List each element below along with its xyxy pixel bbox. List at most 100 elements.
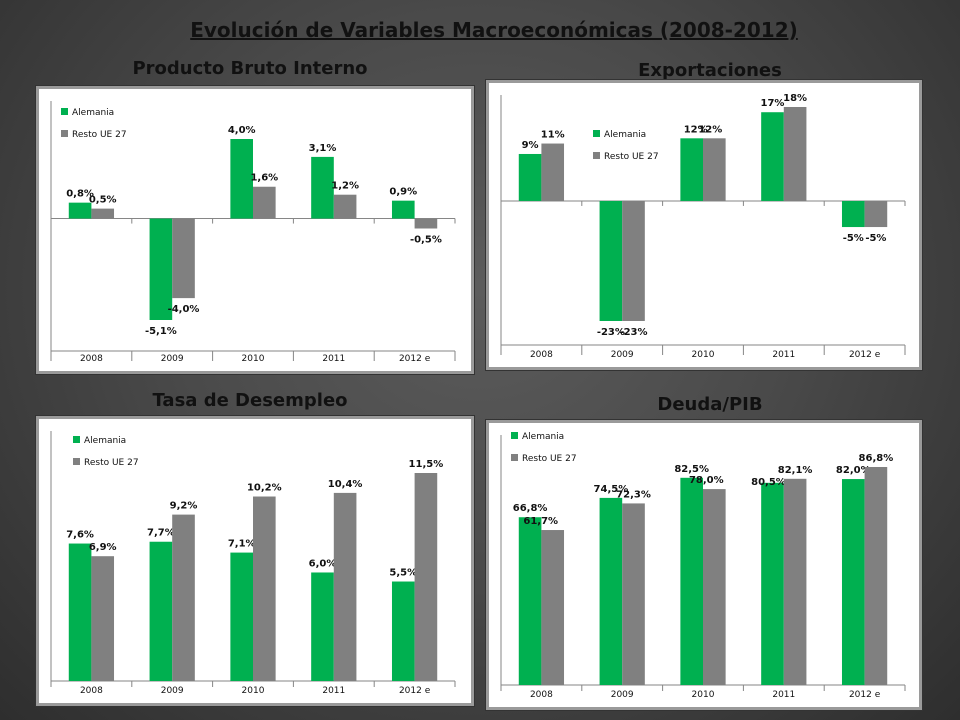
desempleo-category-label: 2009: [161, 686, 184, 696]
exp-data-label: -23%: [597, 327, 625, 338]
exp-category-label: 2010: [692, 350, 715, 360]
desempleo-chart: 7,6% 7,7% 7,1% 6,0% 5,5% 6,9% 9,2% 10,2% 10,4% 11…: [50, 431, 456, 696]
desempleo-data-label: 9,2%: [170, 501, 198, 512]
deuda-data-label: 74,5%: [594, 484, 629, 495]
exp-bar-resto-2012e: [864, 200, 888, 228]
pib-bar-resto-2008: [91, 208, 115, 219]
chart-panel-pib: 0,8% -5,1% 4,0% 3,1% 0,9% 0,5% -4,0% 1,6% 1,2% -0…: [36, 86, 474, 374]
deuda-bar-resto-2010: [703, 489, 726, 685]
pib-legend-swatch: [61, 108, 68, 115]
pib-data-label: 1,2%: [331, 181, 359, 192]
deuda-data-label: 78,0%: [689, 475, 724, 486]
pib-bar-alemania-2010: [230, 139, 253, 219]
deuda-bar-alemania-2008: [518, 517, 542, 685]
pib-category-label: 2012 e: [399, 354, 431, 364]
exp-bar-resto-2011: [783, 107, 807, 201]
deuda-data-label: 61,7%: [523, 516, 558, 527]
pib-bar-alemania-2011: [311, 156, 334, 219]
exp-data-label: 17%: [761, 98, 785, 109]
exp-bar-alemania-2009: [599, 200, 623, 321]
deuda-bar-alemania-2009: [599, 497, 623, 685]
deuda-bar-alemania-2012e: [841, 479, 865, 685]
deuda-data-label: 82,5%: [674, 464, 709, 475]
desempleo-bar-resto-2008: [91, 556, 115, 681]
deuda-data-label: 82,0%: [836, 465, 871, 476]
desempleo-bar-alemania-2012e: [391, 581, 415, 681]
desempleo-legend-swatch: [73, 436, 80, 443]
exp-bar-alemania-2012e: [841, 200, 865, 228]
pib-bar-alemania-2009: [149, 218, 173, 320]
deuda-bar-alemania-2010: [680, 477, 703, 685]
pib-data-label: -5,1%: [145, 326, 177, 337]
desempleo-data-label: 6,9%: [89, 542, 117, 553]
pib-legend-label: Alemania: [72, 108, 114, 118]
pib-bar-resto-2012e: [414, 218, 438, 229]
desempleo-data-label: 10,4%: [328, 479, 363, 490]
pib-data-label: -0,5%: [410, 235, 442, 246]
exp-legend-label: Resto UE 27: [604, 152, 659, 162]
deuda-category-label: 2011: [772, 690, 795, 700]
desempleo-legend-label: Resto UE 27: [84, 458, 139, 468]
desempleo-bar-alemania-2009: [149, 541, 173, 681]
exp-bar-resto-2009: [622, 200, 645, 321]
exp-data-label: -23%: [619, 327, 647, 338]
slide-title: Evolución de Variables Macroeconómicas (…: [190, 18, 798, 42]
chart-panel-exportaciones: 9% -23% 12% 17% -5% 11% -23% 12% 18% -5% 2008 2009 2…: [486, 80, 922, 370]
deuda-data-label: 66,8%: [513, 503, 548, 514]
desempleo-data-label: 7,7%: [147, 528, 175, 539]
desempleo-legend-label: Alemania: [84, 436, 126, 446]
pib-bar-alemania-2012e: [391, 200, 415, 219]
deuda-legend-label: Alemania: [522, 432, 564, 442]
deuda-data-label: 72,3%: [616, 489, 651, 500]
pib-data-label: 0,5%: [89, 195, 117, 206]
pib-bar-resto-2011: [333, 194, 357, 219]
chart-panel-desempleo: 7,6% 7,7% 7,1% 6,0% 5,5% 6,9% 9,2% 10,2% 10,4% 11…: [36, 416, 474, 706]
desempleo-bar-alemania-2010: [230, 552, 253, 681]
deuda-category-label: 2008: [530, 690, 553, 700]
exp-legend-swatch: [593, 130, 600, 137]
deuda-bar-resto-2009: [622, 503, 645, 685]
exp-category-label: 2009: [611, 350, 634, 360]
desempleo-bar-alemania-2011: [311, 572, 334, 681]
chart-panel-deuda: 66,8% 74,5% 82,5% 80,5% 82,0% 61,7% 72,3% 78,0%…: [486, 420, 922, 710]
pib-data-label: 3,1%: [309, 143, 337, 154]
desempleo-bar-resto-2010: [253, 496, 276, 681]
deuda-data-label: 86,8%: [859, 453, 894, 464]
desempleo-bar-resto-2012e: [414, 473, 438, 681]
exp-bar-resto-2010: [703, 138, 726, 201]
desempleo-bar-alemania-2008: [68, 543, 92, 681]
deuda-data-label: 80,5%: [751, 477, 786, 488]
exp-category-label: 2008: [530, 350, 553, 360]
deuda-bar-resto-2012e: [864, 467, 888, 685]
exportaciones-chart: 9% -23% 12% 17% -5% 11% -23% 12% 18% -5% 2008 2009 2…: [500, 93, 906, 360]
pib-legend-label: Resto UE 27: [72, 130, 127, 140]
desempleo-data-label: 7,1%: [228, 539, 256, 550]
pib-data-label: 1,6%: [250, 173, 278, 184]
desempleo-category-label: 2012 e: [399, 686, 431, 696]
deuda-category-label: 2009: [611, 690, 634, 700]
exp-category-label: 2012 e: [849, 350, 881, 360]
exp-data-label: 11%: [541, 130, 565, 141]
exp-category-label: 2011: [772, 350, 795, 360]
desempleo-category-label: 2008: [80, 686, 103, 696]
desempleo-category-label: 2011: [322, 686, 345, 696]
exp-legend-label: Alemania: [604, 130, 646, 140]
exp-bar-alemania-2011: [761, 112, 784, 201]
exp-data-label: -5%: [865, 233, 886, 244]
desempleo-data-label: 7,6%: [66, 530, 94, 541]
pib-category-label: 2008: [80, 354, 103, 364]
pib-bar-alemania-2008: [68, 202, 92, 219]
desempleo-bar-resto-2011: [333, 492, 357, 681]
deuda-legend-label: Resto UE 27: [522, 454, 577, 464]
exp-data-label: 12%: [698, 124, 722, 135]
desempleo-data-label: 10,2%: [247, 483, 282, 494]
deuda-bar-alemania-2011: [761, 482, 784, 685]
deuda-data-label: 82,1%: [778, 465, 813, 476]
deuda-category-label: 2012 e: [849, 690, 881, 700]
pib-bar-resto-2009: [172, 218, 195, 299]
desempleo-data-label: 11,5%: [409, 459, 444, 470]
chart-title-pib: Producto Bruto Interno: [132, 58, 368, 79]
chart-title-desempleo: Tasa de Desempleo: [152, 390, 348, 411]
pib-data-label: -4,0%: [168, 304, 200, 315]
desempleo-legend-swatch: [73, 458, 80, 465]
